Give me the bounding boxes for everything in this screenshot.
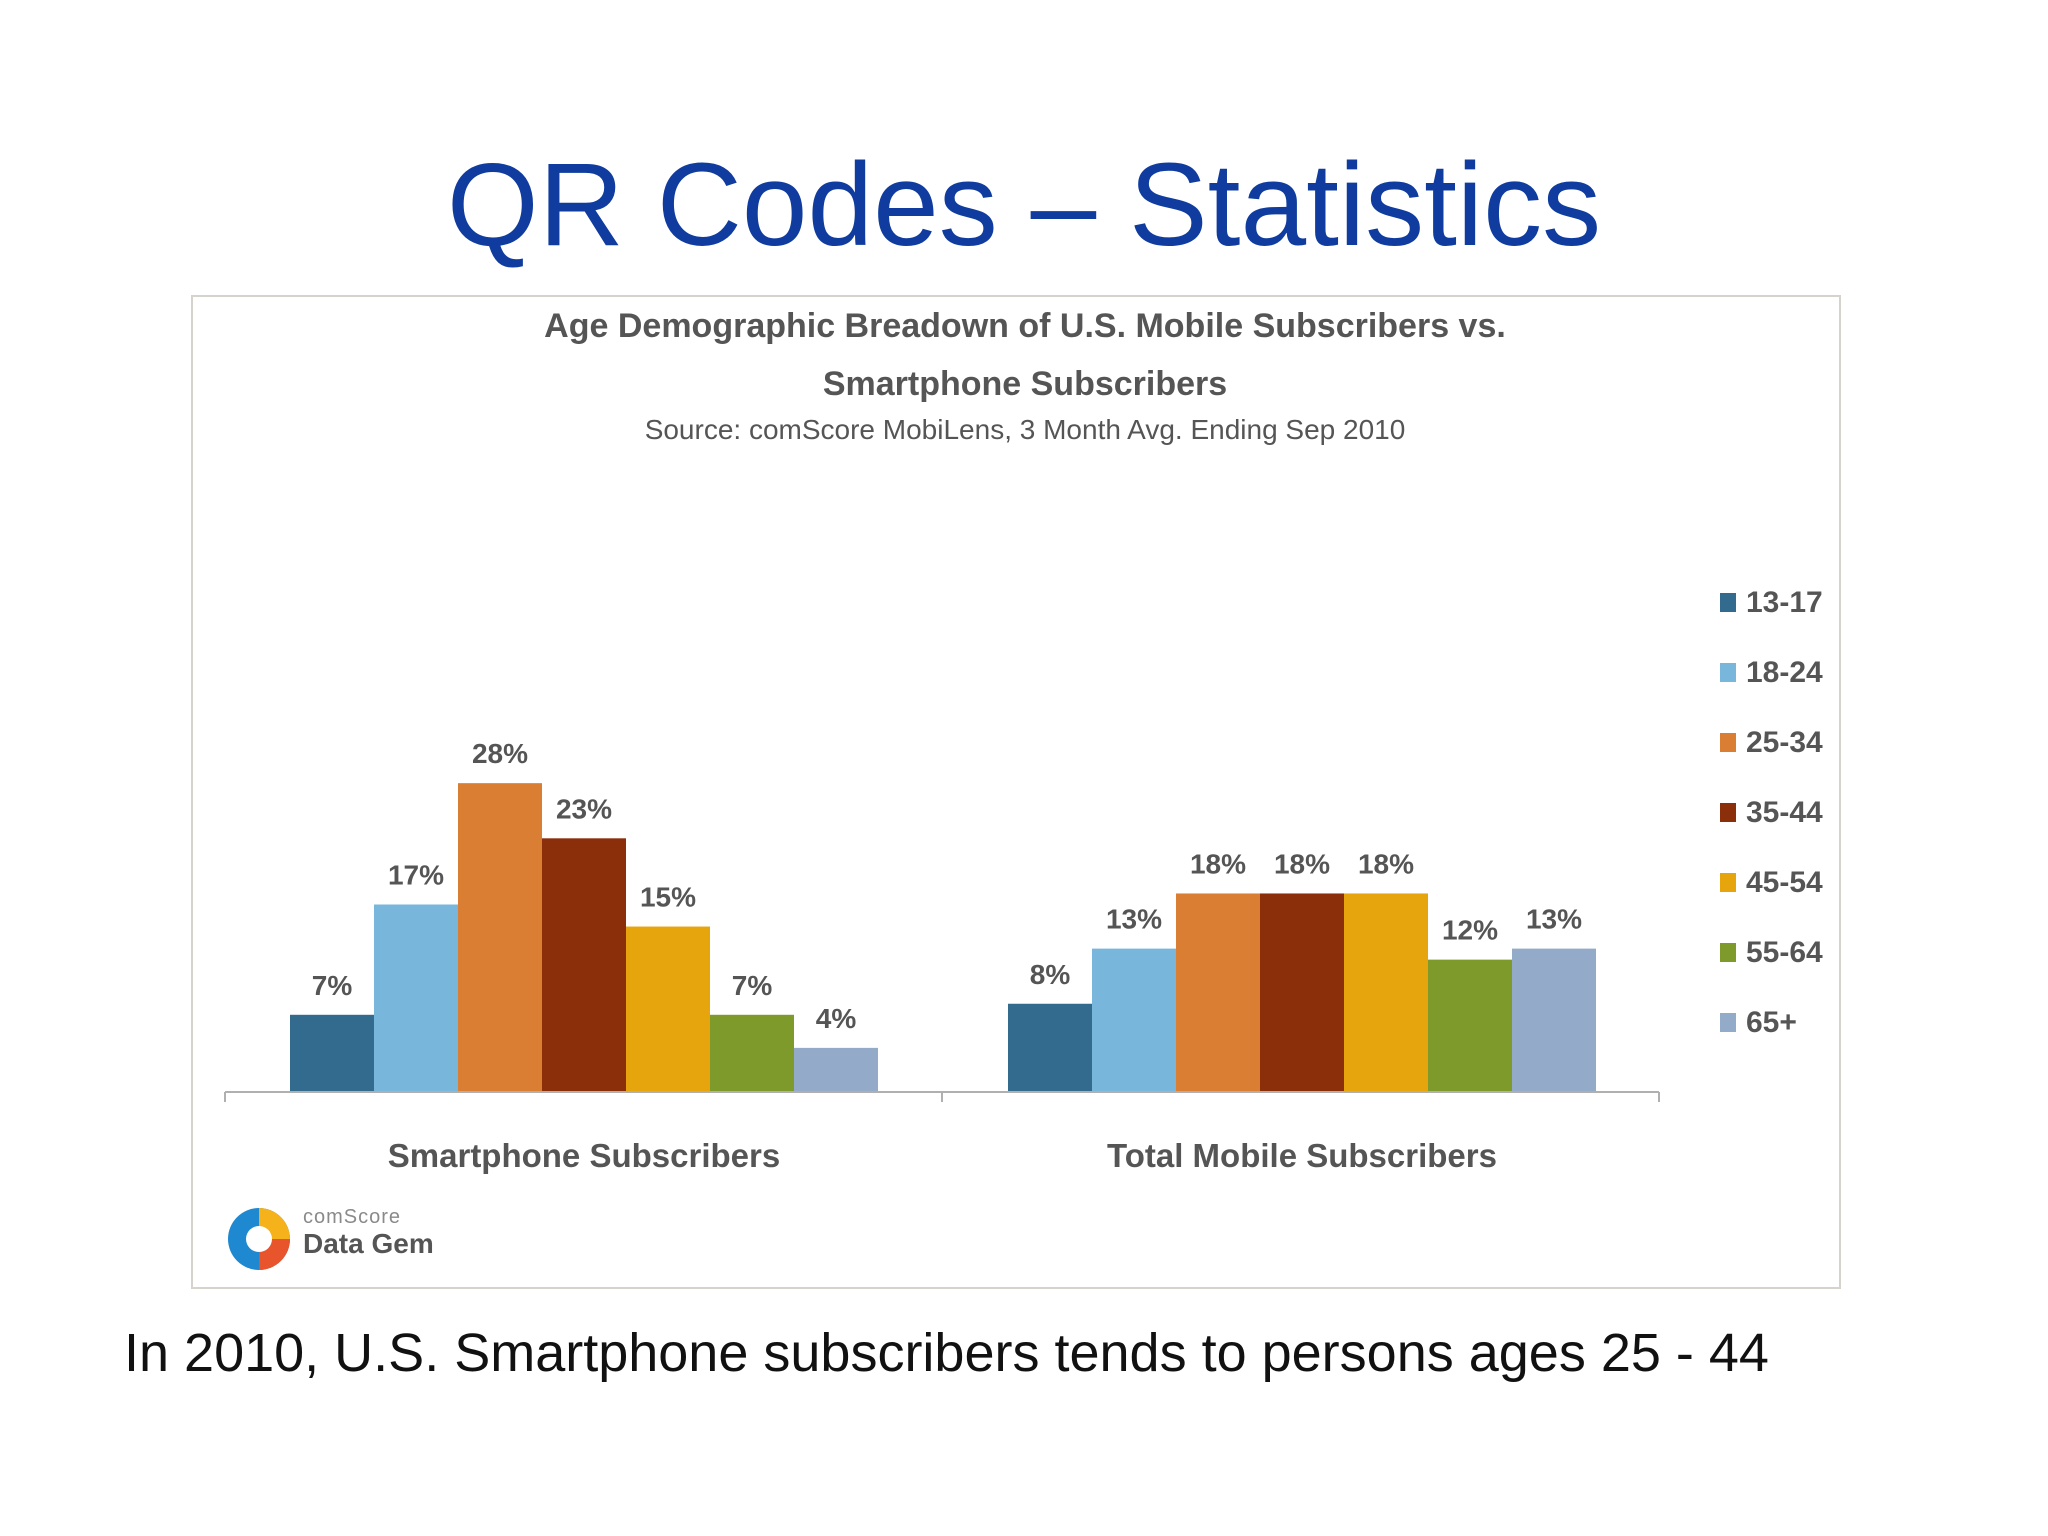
bar-55-64-smartphone — [710, 1014, 794, 1092]
legend-swatch — [1720, 943, 1736, 962]
legend-swatch — [1720, 1013, 1736, 1032]
legend-label: 45-54 — [1746, 866, 1823, 899]
bar-chart: Age Demographic Breadown of U.S. Mobile … — [224, 307, 1823, 1270]
chart-title-line-1: Age Demographic Breadown of U.S. Mobile … — [544, 307, 1506, 345]
bar-45-54-smartphone — [626, 926, 710, 1092]
data-label: 15% — [640, 882, 696, 913]
data-label: 8% — [1030, 959, 1071, 990]
category-label: Total Mobile Subscribers — [1107, 1137, 1497, 1174]
legend-label: 65+ — [1746, 1006, 1797, 1039]
bar-35-44-smartphone — [542, 838, 626, 1092]
bar-65+-total — [1512, 948, 1596, 1092]
bar-13-17-smartphone — [290, 1014, 374, 1092]
chart-titles: Age Demographic Breadown of U.S. Mobile … — [544, 307, 1506, 445]
chart-frame: Age Demographic Breadown of U.S. Mobile … — [191, 295, 1841, 1289]
bar-35-44-total — [1260, 893, 1344, 1092]
legend-swatch — [1720, 663, 1736, 682]
bar-18-24-smartphone — [374, 904, 458, 1092]
category-label: Smartphone Subscribers — [388, 1137, 780, 1174]
data-label: 23% — [556, 793, 612, 824]
x-axis: Smartphone Subscribers Total Mobile Subsc… — [224, 1091, 1660, 1174]
slide-caption: In 2010, U.S. Smartphone subscribers ten… — [124, 1323, 1769, 1383]
data-label: 7% — [312, 970, 353, 1001]
data-label: 28% — [472, 738, 528, 769]
bar-18-24-total — [1092, 948, 1176, 1092]
legend-label: 35-44 — [1746, 796, 1823, 829]
legend: 13-17 18-24 25-34 35-44 45-54 55-64 65+ — [1720, 586, 1823, 1039]
legend-label: 25-34 — [1746, 726, 1823, 759]
legend-label: 18-24 — [1746, 656, 1823, 689]
bar-13-17-total — [1008, 1003, 1092, 1092]
data-label: 18% — [1274, 848, 1330, 879]
legend-label: 13-17 — [1746, 586, 1823, 619]
chart-title-line-2: Smartphone Subscribers — [823, 365, 1227, 403]
bar-45-54-total — [1344, 893, 1428, 1092]
legend-swatch — [1720, 803, 1736, 822]
legend-swatch — [1720, 593, 1736, 612]
data-label: 18% — [1190, 848, 1246, 879]
bar-55-64-total — [1428, 959, 1512, 1092]
chart-subtitle: Source: comScore MobiLens, 3 Month Avg. … — [645, 414, 1406, 445]
data-label-group: 7% 17% 28% 23% 15% 7% 4% 8% 13% 18% 18% 18% 12% 13% — [312, 738, 1582, 1034]
data-label: 13% — [1106, 904, 1162, 935]
data-label: 17% — [388, 859, 444, 890]
logo-center-icon — [246, 1226, 272, 1252]
bar-group — [290, 783, 1596, 1092]
data-label: 18% — [1358, 848, 1414, 879]
data-label: 12% — [1442, 915, 1498, 946]
slide-title: QR Codes – Statistics — [446, 139, 1602, 271]
legend-label: 55-64 — [1746, 936, 1823, 969]
logo-brand-text: comScore — [303, 1206, 401, 1228]
data-label: 4% — [816, 1003, 857, 1034]
bar-25-34-total — [1176, 893, 1260, 1092]
bar-65+-smartphone — [794, 1047, 878, 1092]
data-label: 13% — [1526, 904, 1582, 935]
bar-25-34-smartphone — [458, 783, 542, 1092]
data-label: 7% — [732, 970, 773, 1001]
logo-product-text: Data Gem — [303, 1228, 434, 1259]
legend-swatch — [1720, 733, 1736, 752]
legend-swatch — [1720, 873, 1736, 892]
comscore-logo: comScore Data Gem — [228, 1206, 434, 1270]
